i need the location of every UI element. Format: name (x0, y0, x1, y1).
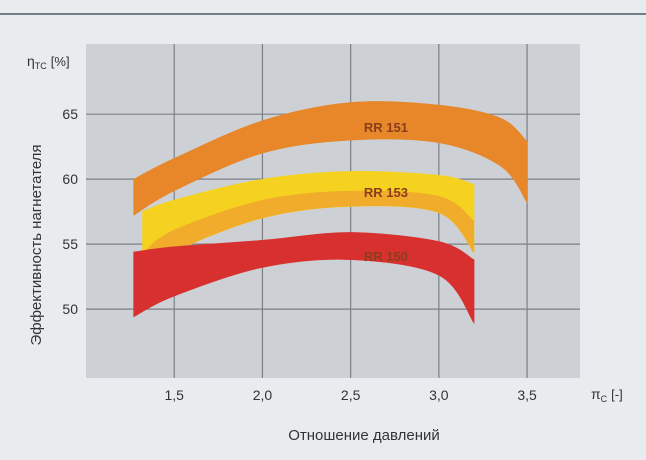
y-tick-label: 50 (62, 301, 78, 317)
band-rr-151 (133, 101, 528, 216)
series-label-rr-151: RR 151 (364, 120, 408, 135)
tick-labels: 1,5 2,0 2,5 3,0 3,5 50 55 60 65 (62, 106, 537, 403)
x-tick-label: 3,5 (517, 387, 537, 403)
x-tick-label: 2,5 (341, 387, 361, 403)
x-tick-label: 2,0 (253, 387, 273, 403)
x-axis-unit: [-] (611, 387, 623, 402)
series-labels: RR 151 RR 153 RR 150 (364, 120, 408, 264)
y-tick-label: 65 (62, 106, 78, 122)
y-axis-symbol: ηTC [%] (27, 53, 70, 71)
y-axis-symbol-main: η (27, 53, 35, 69)
x-axis-symbol-sub: C (601, 394, 608, 404)
y-axis-title: Эффективность нагнетателя (28, 144, 45, 345)
x-tick-label: 3,0 (429, 387, 449, 403)
series-label-rr-153: RR 153 (364, 185, 408, 200)
efficiency-bands (133, 101, 528, 325)
x-axis-symbol: πC [-] (591, 386, 623, 404)
y-axis-symbol-sub: TC (35, 61, 47, 71)
band-rr-150 (133, 232, 475, 325)
band-rr-153-inner (142, 190, 475, 277)
y-axis-unit: [%] (51, 54, 70, 69)
x-tick-label: 1,5 (164, 387, 184, 403)
y-tick-label: 60 (62, 171, 78, 187)
x-axis-title: Отношение давлений (288, 427, 440, 444)
x-axis-symbol-main: π (591, 386, 601, 402)
series-label-rr-150: RR 150 (364, 249, 408, 264)
y-tick-label: 55 (62, 236, 78, 252)
